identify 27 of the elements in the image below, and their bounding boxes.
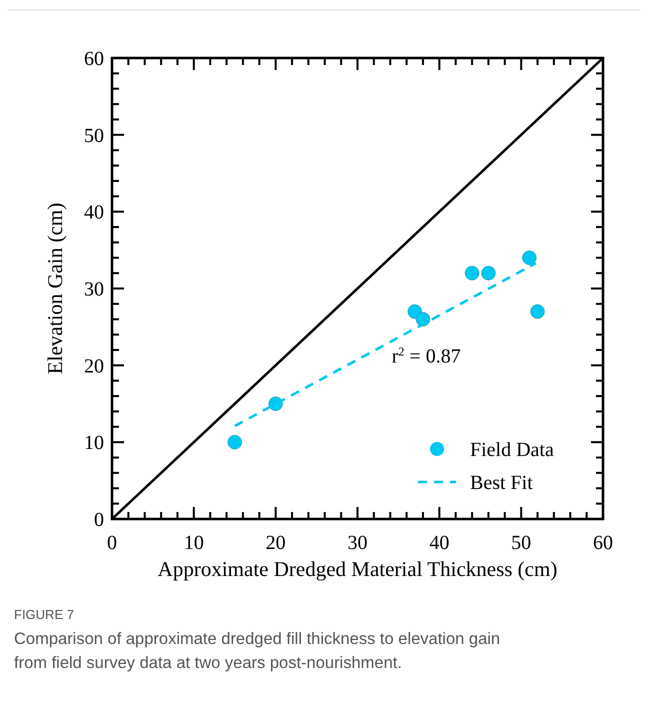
point — [228, 434, 242, 450]
point — [464, 266, 480, 280]
x-tick-label: 50 — [511, 532, 532, 554]
x-axis-title: Approximate Dredged Material Thickness (cm) — [158, 557, 558, 581]
x-tick-label: 30 — [348, 532, 368, 554]
y-tick-label: 30 — [84, 278, 104, 300]
point — [522, 250, 537, 266]
x-tick-label: 40 — [429, 532, 450, 554]
text: Comparison of approximate dredged fill thickness to elevation gain from field survey data at two years post-nourishment. — [14, 630, 500, 672]
caption: FIGURE 7 — [14, 607, 74, 622]
point — [268, 396, 283, 411]
x-tick-label: 60 — [593, 532, 613, 554]
point — [530, 304, 545, 319]
x-tick-label: 20 — [266, 532, 286, 554]
y-tick-label: 40 — [84, 202, 104, 224]
y-tick-label: 0 — [94, 509, 104, 531]
y-tick-label: 50 — [84, 124, 104, 147]
y-axis-title: Elevation Gain (cm) — [43, 202, 67, 374]
y-tick-label: 20 — [84, 355, 104, 378]
legend-label: Best Fit — [470, 472, 534, 494]
point — [481, 266, 496, 280]
y-tick-label: 10 — [84, 432, 104, 454]
x-tick-label: 10 — [184, 532, 204, 554]
annotation: r$^{2}$ = 0.87 — [392, 344, 461, 368]
point — [416, 312, 430, 326]
y-tick-label: 60 — [84, 48, 104, 70]
legend-label: Field Data — [470, 439, 554, 461]
